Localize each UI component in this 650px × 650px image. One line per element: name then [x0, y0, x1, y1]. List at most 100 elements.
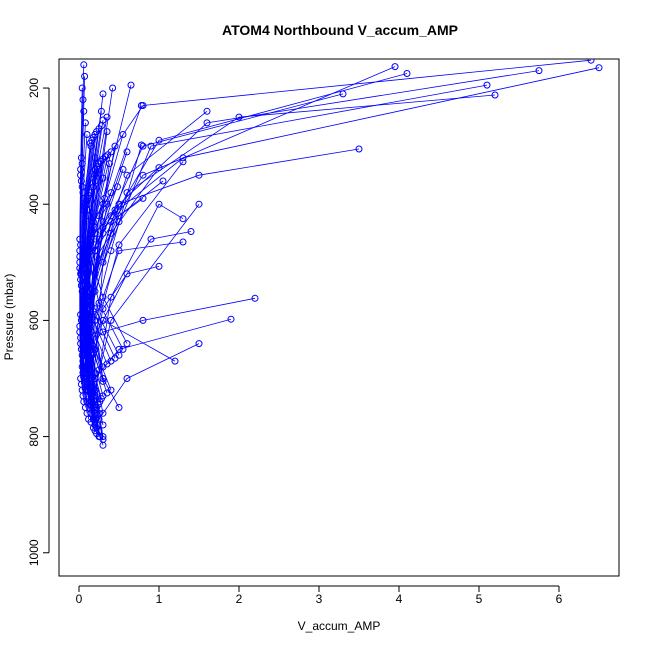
data-point	[179, 158, 187, 166]
data-point	[403, 70, 411, 77]
data-point	[107, 247, 115, 255]
data-point	[101, 153, 109, 161]
data-point	[123, 270, 131, 278]
y-tick-label: 600	[27, 310, 41, 330]
data-point	[251, 294, 259, 302]
series-line	[86, 297, 256, 379]
data-point	[139, 194, 147, 202]
chart-title: ATOM4 Northbound V_accum_AMP	[222, 22, 458, 38]
data-point	[155, 262, 163, 270]
data-point	[80, 206, 88, 214]
data-point	[89, 424, 97, 432]
y-tick-label: 800	[27, 426, 41, 446]
data-point	[137, 141, 145, 149]
data-point	[203, 107, 211, 115]
y-tick-label: 1000	[27, 539, 41, 566]
series-15	[91, 200, 187, 400]
data-point	[491, 91, 499, 99]
series-13	[87, 81, 491, 417]
series-line	[80, 76, 85, 373]
data-point	[137, 102, 145, 109]
data-point	[115, 218, 123, 226]
data-point	[179, 238, 187, 246]
data-point	[123, 171, 131, 179]
data-point	[99, 293, 107, 301]
data-point	[99, 433, 107, 441]
series-20	[83, 63, 399, 417]
plot-frame	[58, 58, 620, 577]
data-point	[155, 200, 163, 208]
x-tick-label: 0	[76, 592, 83, 606]
data-point	[80, 61, 88, 69]
data-point	[391, 63, 399, 71]
data-point	[113, 183, 121, 191]
series-12	[83, 59, 595, 382]
data-point	[595, 64, 603, 72]
data-point	[147, 142, 155, 150]
y-axis: 200 400 600 800 1000	[27, 78, 50, 566]
x-axis: 0 1 2 3 4 5 6	[76, 585, 563, 606]
x-tick-label: 2	[236, 592, 243, 606]
series-line	[86, 70, 540, 373]
series-7	[83, 64, 603, 385]
data-point	[78, 314, 86, 321]
series-10	[83, 67, 543, 377]
data-point	[99, 90, 107, 98]
data-point	[587, 59, 595, 64]
data-point	[78, 84, 86, 92]
series-69	[78, 165, 99, 414]
data-point	[227, 315, 235, 323]
data-point	[91, 406, 99, 414]
data-point	[119, 131, 127, 138]
data-point	[195, 340, 203, 348]
data-point	[139, 142, 147, 150]
x-tick-label: 6	[556, 592, 563, 606]
data-point	[99, 218, 107, 226]
data-point	[107, 189, 115, 197]
x-axis-label: V_accum_AMP	[298, 619, 381, 633]
data-point	[127, 81, 135, 89]
data-point	[93, 253, 101, 260]
data-point	[355, 145, 363, 153]
series-line	[79, 64, 85, 367]
data-point	[83, 131, 91, 138]
data-point	[179, 215, 187, 223]
series-8	[83, 91, 499, 409]
series-line	[81, 169, 96, 411]
x-tick-label: 5	[476, 592, 483, 606]
data-point	[83, 363, 91, 371]
data-point	[195, 200, 203, 208]
data-point	[203, 119, 211, 127]
data-point	[91, 165, 99, 173]
series-line	[86, 67, 600, 382]
data-point	[107, 293, 115, 301]
data-point	[81, 255, 89, 263]
data-point	[159, 177, 167, 185]
data-point	[82, 366, 90, 374]
series-line	[94, 203, 184, 396]
data-point	[109, 84, 117, 92]
data-point	[119, 165, 127, 173]
data-point	[115, 404, 123, 411]
data-point	[111, 142, 119, 150]
data-point	[77, 375, 85, 382]
series-2	[79, 145, 363, 411]
data-point	[195, 171, 203, 179]
data-point	[139, 171, 147, 179]
x-tick-label: 1	[156, 592, 163, 606]
series-line	[86, 59, 592, 379]
data-point	[483, 81, 491, 89]
data-point	[86, 139, 94, 147]
data-point	[97, 157, 105, 165]
data-point	[155, 164, 163, 172]
y-tick-label: 400	[27, 194, 41, 214]
data-point	[115, 241, 123, 249]
y-tick-label: 200	[27, 78, 41, 98]
data-point	[99, 316, 107, 324]
data-point	[147, 235, 155, 243]
data-point	[119, 345, 127, 353]
data-point	[95, 299, 103, 307]
data-point	[111, 206, 119, 214]
data-point	[79, 311, 87, 319]
